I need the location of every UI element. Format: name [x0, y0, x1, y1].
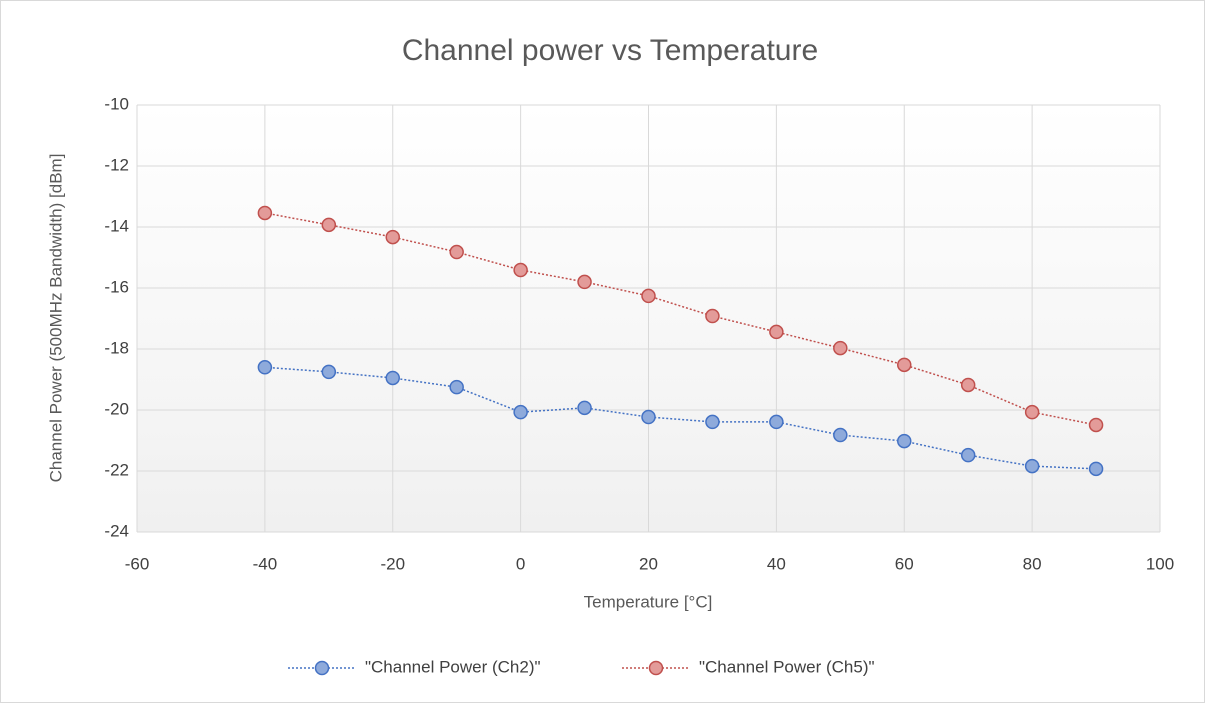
x-tick-label: 0 [516, 554, 525, 573]
data-point [257, 360, 273, 375]
x-tick-label: 60 [895, 554, 914, 573]
x-axis-label: Temperature [°C] [584, 592, 713, 611]
data-point [513, 404, 528, 420]
data-point [577, 400, 592, 416]
legend-marker [314, 660, 330, 676]
legend-label: "Channel Power (Ch2)" [365, 657, 541, 676]
y-tick-label: -22 [104, 460, 129, 479]
data-point [960, 447, 976, 463]
data-point [833, 427, 848, 443]
data-point [769, 414, 784, 430]
series-line [264, 212, 1097, 426]
data-point [960, 377, 976, 393]
data-point [641, 409, 656, 425]
chart-title: Channel power vs Temperature [402, 34, 818, 67]
data-point [769, 324, 784, 340]
x-tick-label: 100 [1146, 554, 1174, 573]
x-tick-label: 40 [767, 554, 786, 573]
y-tick-label: -12 [104, 155, 129, 174]
y-tick-label: -18 [104, 338, 129, 357]
y-axis-label: Channel Power (500MHz Bandwidth) [dBm] [46, 154, 65, 483]
data-point [449, 379, 464, 395]
y-tick-label: -20 [104, 399, 129, 418]
data-point [1024, 404, 1040, 420]
legend-label: "Channel Power (Ch5)" [699, 657, 875, 676]
x-tick-label: -60 [125, 554, 150, 573]
data-point [385, 229, 400, 245]
data-point [321, 364, 337, 380]
data-point [897, 433, 912, 449]
data-point [321, 217, 337, 233]
y-tick-label: -10 [104, 94, 129, 113]
data-point [385, 370, 400, 386]
data-point [833, 340, 848, 356]
legend-marker [648, 660, 664, 676]
data-point [513, 262, 528, 278]
x-tick-label: -20 [380, 554, 405, 573]
x-tick-label: -40 [253, 554, 278, 573]
data-point [257, 205, 273, 221]
x-tick-label: 20 [639, 554, 658, 573]
data-point [1024, 458, 1040, 474]
data-point [705, 308, 720, 324]
data-point [705, 414, 720, 430]
x-tick-label: 80 [1023, 554, 1042, 573]
data-point [1088, 417, 1104, 433]
data-point [1088, 461, 1104, 477]
y-tick-label: -24 [104, 521, 129, 540]
y-tick-label: -14 [104, 216, 129, 235]
data-point [641, 288, 656, 304]
y-tick-label: -16 [104, 277, 129, 296]
data-point [577, 274, 592, 290]
data-point [449, 244, 464, 260]
data-point [897, 357, 912, 373]
